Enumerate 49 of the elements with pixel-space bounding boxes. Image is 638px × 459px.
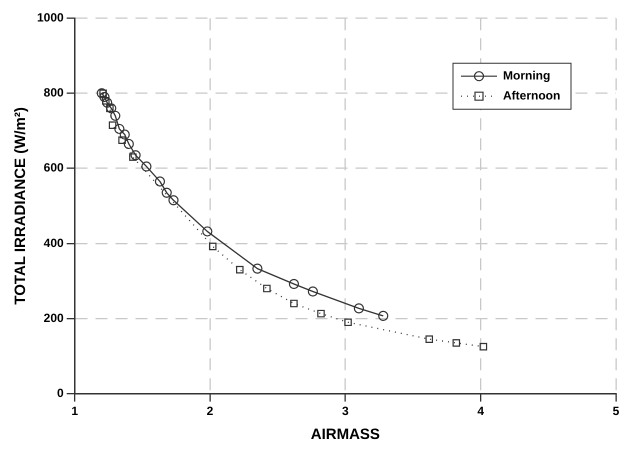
point — [263, 284, 271, 292]
point — [378, 310, 388, 321]
point — [236, 266, 244, 274]
point — [480, 342, 488, 350]
point — [120, 129, 130, 140]
point — [96, 88, 107, 98]
point — [317, 310, 325, 318]
x-axis-title: AIRMASS — [310, 426, 380, 444]
point — [99, 90, 107, 98]
point — [202, 226, 212, 237]
point — [130, 150, 141, 160]
legend-label: Morning — [503, 68, 550, 83]
y-tick-label: 400 — [44, 236, 64, 250]
x-tick-label: 4 — [477, 404, 484, 418]
x-tick-label: 3 — [342, 404, 350, 418]
point — [106, 104, 114, 112]
point — [290, 300, 298, 308]
point — [344, 318, 352, 326]
x-tick-label: 5 — [612, 404, 620, 418]
y-tick-label: 800 — [44, 86, 64, 100]
x-tick-label: 2 — [206, 404, 214, 418]
y-tick-label: 200 — [44, 310, 64, 325]
point — [252, 263, 262, 274]
point — [99, 92, 110, 102]
point — [162, 188, 172, 198]
point — [102, 98, 112, 108]
y-tick-label: 0 — [57, 386, 64, 400]
x-tick-label: 1 — [71, 404, 78, 418]
point — [154, 176, 166, 187]
legend-label: Afternoon — [503, 88, 560, 103]
y-axis-title: TOTAL IRRADIANCE (W/m²) — [12, 107, 30, 305]
point — [288, 278, 300, 290]
point — [102, 97, 110, 105]
point — [354, 303, 364, 314]
point — [114, 124, 124, 134]
point — [208, 242, 217, 250]
point — [425, 335, 434, 343]
point — [129, 153, 137, 161]
y-tick-label: 1000 — [36, 10, 64, 25]
point — [106, 103, 116, 114]
point — [108, 121, 116, 129]
point — [452, 339, 460, 347]
point — [118, 136, 126, 144]
y-tick-label: 600 — [44, 160, 64, 175]
point — [124, 138, 134, 150]
point — [308, 286, 318, 297]
point — [168, 195, 179, 206]
point — [141, 161, 152, 172]
point — [110, 110, 120, 121]
